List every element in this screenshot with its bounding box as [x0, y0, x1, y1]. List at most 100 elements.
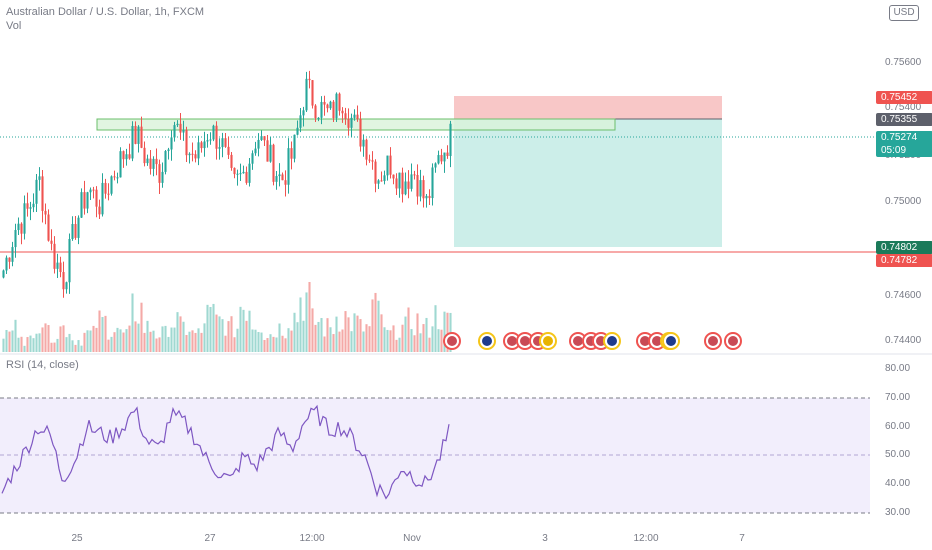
candle-body	[104, 182, 107, 194]
time-tick: Nov	[403, 533, 421, 544]
volume-bar	[71, 340, 74, 352]
candle-body	[365, 139, 368, 160]
volume-bar	[305, 292, 308, 352]
rsi-tick: 80.00	[885, 363, 911, 374]
volume-bar	[158, 337, 161, 352]
volume-bar	[161, 326, 164, 352]
volume-bar	[23, 345, 26, 352]
candle-body	[416, 174, 419, 197]
volume-bar	[173, 327, 176, 352]
volume-bar	[269, 334, 272, 352]
volume-bar	[191, 330, 194, 352]
volume-bar	[140, 302, 143, 352]
candle-body	[251, 153, 254, 164]
candle-body	[176, 123, 179, 126]
currency-button[interactable]: USD	[889, 5, 919, 21]
volume-bar	[194, 332, 197, 352]
volume-bar	[422, 324, 425, 352]
candle-body	[239, 173, 242, 175]
volume-bar	[323, 336, 326, 352]
candle-body	[443, 152, 446, 162]
candle-body	[95, 189, 98, 207]
volume-bar	[65, 337, 68, 352]
volume-bar	[101, 317, 104, 352]
volume-bar	[368, 326, 371, 352]
candle-body	[437, 155, 440, 164]
volume-label: Vol	[6, 20, 22, 32]
candle-body	[8, 257, 11, 262]
volume-bar	[233, 337, 236, 352]
candle-body	[110, 176, 113, 194]
candle-body	[293, 134, 296, 159]
volume-bar	[86, 330, 89, 352]
volume-bar	[311, 308, 314, 352]
rsi-label: RSI (14, close)	[6, 359, 79, 371]
candle-body	[221, 138, 224, 148]
volume-bar	[260, 332, 263, 352]
volume-bar	[329, 327, 332, 352]
volume-bar	[122, 332, 125, 352]
candle-body	[398, 172, 401, 189]
candle-body	[449, 123, 452, 157]
volume-bar	[365, 324, 368, 352]
candle-body	[242, 171, 245, 174]
moon-icon-fill	[543, 336, 553, 346]
candle-body	[200, 142, 203, 149]
us-flag-icon-fill	[573, 336, 583, 346]
candle-body	[218, 147, 221, 149]
candle-body	[182, 129, 185, 133]
candle-body	[287, 148, 290, 185]
candle-body	[425, 195, 428, 199]
volume-bar	[179, 316, 182, 352]
volume-bar	[299, 297, 302, 352]
candle-body	[86, 192, 89, 209]
volume-bar	[407, 307, 410, 352]
candle-body	[62, 272, 65, 290]
volume-bar	[104, 315, 107, 352]
candle-body	[248, 163, 251, 183]
volume-bar	[167, 336, 170, 352]
candle-body	[146, 158, 149, 164]
volume-bar	[116, 327, 119, 352]
time-tick: 25	[71, 533, 83, 544]
candle-body	[290, 148, 293, 159]
candle-body	[11, 247, 14, 262]
volume-bar	[251, 329, 254, 352]
candle-body	[203, 141, 206, 149]
volume-bar	[125, 329, 128, 352]
candle-body	[422, 180, 425, 199]
candle-body	[32, 203, 35, 208]
volume-bar	[149, 331, 152, 352]
volume-bar	[419, 333, 422, 352]
candle-body	[5, 257, 8, 271]
volume-bar	[38, 333, 41, 352]
candle-body	[407, 181, 410, 189]
volume-bar	[248, 310, 251, 352]
us-flag-icon-fill	[640, 336, 650, 346]
volume-bar	[383, 327, 386, 352]
au-flag-icon-fill	[482, 336, 492, 346]
candle-body	[59, 262, 62, 273]
candle-body	[206, 140, 209, 142]
volume-bar	[32, 338, 35, 352]
candle-body	[20, 223, 23, 234]
candle-body	[215, 125, 218, 149]
au-flag-icon-fill	[607, 336, 617, 346]
volume-bar	[362, 331, 365, 352]
candle-body	[323, 101, 326, 105]
volume-bar	[17, 337, 20, 352]
us-flag-icon-fill	[652, 336, 662, 346]
events-row[interactable]	[443, 332, 742, 350]
candle-body	[26, 203, 29, 209]
volume-bar	[56, 338, 59, 352]
volume-bar	[353, 313, 356, 352]
candle-body	[23, 203, 26, 234]
volume-bar	[137, 323, 140, 352]
candle-body	[329, 101, 332, 109]
line-price-tag: 0.74782	[876, 254, 932, 267]
candle-body	[212, 125, 215, 140]
volume-bar	[395, 339, 398, 352]
volume-bar	[146, 320, 149, 352]
candle-body	[236, 173, 239, 175]
